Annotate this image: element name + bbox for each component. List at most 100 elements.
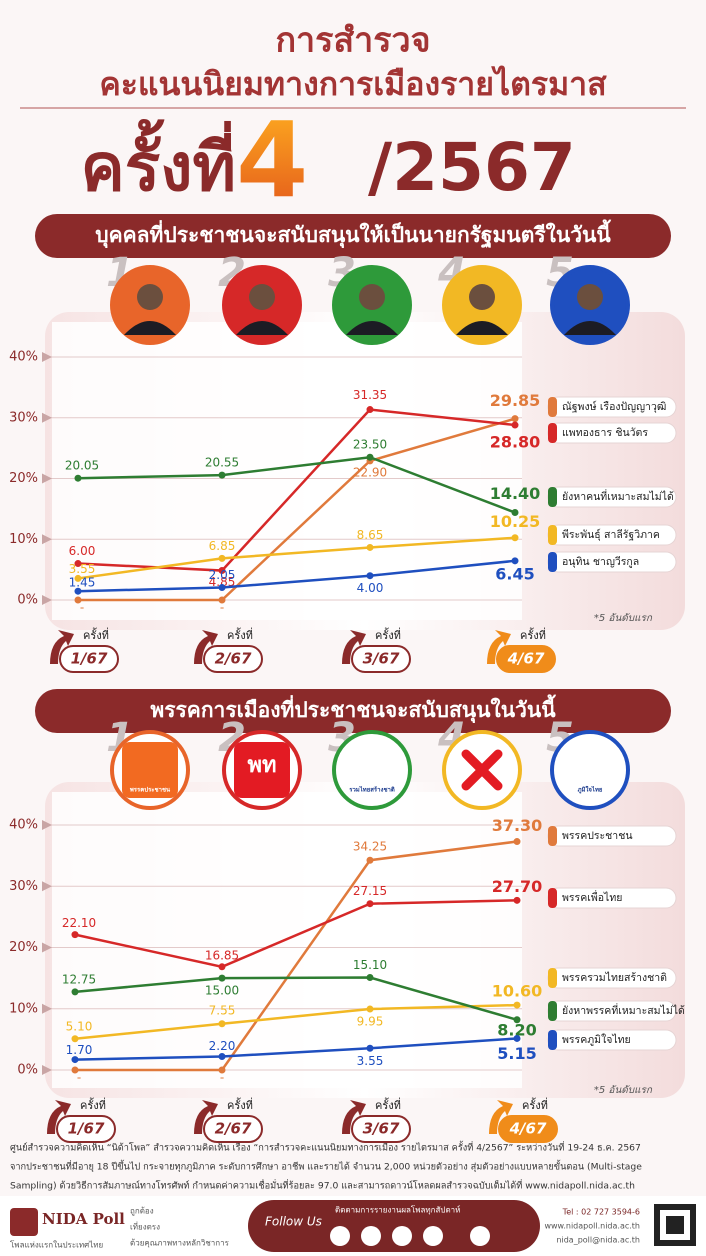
section-banner bbox=[35, 214, 671, 258]
value-label: 3.55 bbox=[357, 1054, 384, 1068]
footer: NIDA Poll โพลแห่งแรกในประเทศไทย ถูกต้อง … bbox=[0, 1196, 706, 1256]
email: nida_poll@nida.ac.th bbox=[556, 1236, 640, 1245]
round-badge bbox=[498, 1115, 558, 1143]
data-point bbox=[74, 587, 82, 595]
series-line bbox=[74, 1003, 518, 1041]
value-label: 8.20 bbox=[497, 1020, 536, 1039]
data-point bbox=[71, 1035, 79, 1043]
data-point bbox=[513, 1016, 521, 1024]
data-point bbox=[74, 596, 82, 604]
legend-label: ยังหาคนที่เหมาะสมไม่ได้ bbox=[562, 489, 674, 503]
photo-body bbox=[124, 321, 176, 335]
series-line bbox=[74, 976, 518, 1021]
value-label: 3.55 bbox=[69, 562, 96, 576]
data-point bbox=[74, 474, 82, 482]
data-point bbox=[366, 856, 374, 864]
value-label: - bbox=[220, 601, 224, 615]
photo-head bbox=[359, 284, 385, 310]
round-prefix: ครั้งที่ bbox=[520, 627, 546, 642]
data-point bbox=[218, 1020, 226, 1028]
value-label: 27.70 bbox=[492, 877, 543, 896]
round-arrow bbox=[489, 1100, 513, 1134]
value-label: 14.40 bbox=[490, 484, 541, 503]
title-line2: คะแนนนิยมทางการเมืองรายไตรมาส bbox=[99, 65, 607, 103]
round-word: ครั้งที่ bbox=[81, 118, 236, 206]
tick-arrow bbox=[42, 820, 52, 830]
y-tick-label: 0% bbox=[17, 1063, 38, 1078]
logo-text: พรรคประชาชน bbox=[130, 786, 171, 794]
instagram-icon[interactable] bbox=[392, 1226, 412, 1246]
data-point bbox=[513, 838, 521, 846]
data-point bbox=[218, 1066, 226, 1074]
data-point bbox=[366, 974, 374, 982]
round-badge bbox=[203, 645, 263, 673]
round-number: 4 bbox=[236, 99, 308, 221]
data-point bbox=[366, 453, 374, 461]
value-label: 8.65 bbox=[357, 528, 384, 542]
x-tick-label: 4/67 bbox=[509, 1120, 547, 1138]
value-label: 1.70 bbox=[66, 1043, 93, 1057]
legend-swatch bbox=[548, 1001, 557, 1021]
round-badge bbox=[351, 645, 411, 673]
tick-arrow bbox=[42, 1065, 52, 1075]
footer-note: Sampling) ด้วยวิธีการสัมภาษณ์ทางโทรศัพท์… bbox=[10, 1179, 635, 1192]
legend-label: อนุทิน ชาญวีรกูล bbox=[562, 555, 639, 568]
data-point bbox=[366, 1005, 374, 1013]
data-point bbox=[74, 560, 82, 568]
tick-arrow bbox=[42, 942, 52, 953]
party-logo-bg bbox=[122, 742, 178, 798]
value-label: 6.85 bbox=[209, 539, 236, 553]
tick-arrow bbox=[42, 595, 52, 605]
value-label: 22.10 bbox=[62, 916, 96, 930]
round-prefix: ครั้งที่ bbox=[227, 627, 253, 642]
series-line bbox=[77, 408, 516, 572]
x-tick-label: 1/67 bbox=[71, 650, 108, 668]
round-badge bbox=[351, 1115, 411, 1143]
follow: Follow Us bbox=[265, 1215, 322, 1229]
round-badge bbox=[56, 1115, 116, 1143]
value: ด้วยคุณภาพทางหลักวิชาการ bbox=[130, 1239, 230, 1248]
logo-text: ภูมิใจไทย bbox=[578, 786, 603, 795]
round-arrow bbox=[342, 1100, 366, 1134]
y-tick-label: 30% bbox=[9, 410, 38, 425]
data-point bbox=[511, 534, 519, 542]
round-prefix: ครั้งที่ bbox=[375, 1097, 401, 1112]
series-line bbox=[77, 455, 516, 514]
y-tick-label: 20% bbox=[9, 471, 38, 486]
value-label: 5.15 bbox=[497, 1044, 536, 1063]
photo-head bbox=[577, 284, 603, 310]
legend-label: แพทองธาร ชินวัตร bbox=[562, 427, 648, 439]
logo-text: พท bbox=[247, 753, 276, 778]
tick-arrow bbox=[42, 412, 52, 423]
data-point bbox=[74, 574, 82, 582]
value-label: 16.85 bbox=[205, 948, 239, 962]
footer-note: จากประชาชนที่มีอายุ 18 ปีขึ้นไป กระจายทุ… bbox=[10, 1159, 642, 1173]
data-point bbox=[218, 584, 226, 592]
y-tick-label: 10% bbox=[9, 1001, 38, 1016]
web: www.nidapoll.nida.ac.th bbox=[544, 1222, 640, 1231]
value-label: 34.25 bbox=[353, 840, 387, 854]
value-label: 20.05 bbox=[65, 459, 99, 473]
x-icon[interactable] bbox=[423, 1226, 443, 1246]
value-label: 22.90 bbox=[353, 465, 387, 479]
y-tick-label: 0% bbox=[17, 593, 38, 608]
qr-code-core bbox=[666, 1216, 684, 1234]
round-badge bbox=[59, 645, 119, 673]
round-arrow bbox=[194, 1100, 218, 1134]
note: *5 อันดับแรก bbox=[594, 1085, 653, 1096]
data-point bbox=[71, 1056, 79, 1064]
value-label: 5.10 bbox=[66, 1019, 93, 1033]
series-line bbox=[74, 899, 518, 969]
follow-note: ติดตามการรายงานผลโพลทุกสัปดาห์ bbox=[335, 1205, 460, 1215]
tick-arrow bbox=[42, 534, 52, 545]
data-point bbox=[513, 1001, 521, 1009]
tiktok-icon[interactable] bbox=[470, 1226, 490, 1246]
value-label: - bbox=[80, 601, 84, 615]
photo-body bbox=[456, 321, 508, 335]
legend-label: พีระพันธุ์ สาลีรัฐวิภาค bbox=[562, 528, 660, 541]
series-line bbox=[75, 840, 518, 1072]
youtube-icon[interactable] bbox=[361, 1226, 381, 1246]
series-line bbox=[78, 417, 516, 602]
legend-swatch bbox=[548, 888, 557, 908]
facebook-icon[interactable] bbox=[330, 1226, 350, 1246]
